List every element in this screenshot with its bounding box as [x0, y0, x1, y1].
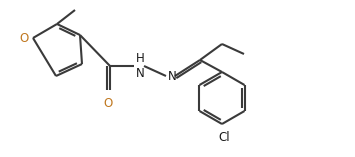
Text: Cl: Cl [218, 131, 230, 144]
Text: H
N: H N [136, 52, 144, 80]
Text: O: O [103, 97, 113, 110]
Text: O: O [20, 32, 29, 46]
Text: N: N [168, 70, 176, 84]
